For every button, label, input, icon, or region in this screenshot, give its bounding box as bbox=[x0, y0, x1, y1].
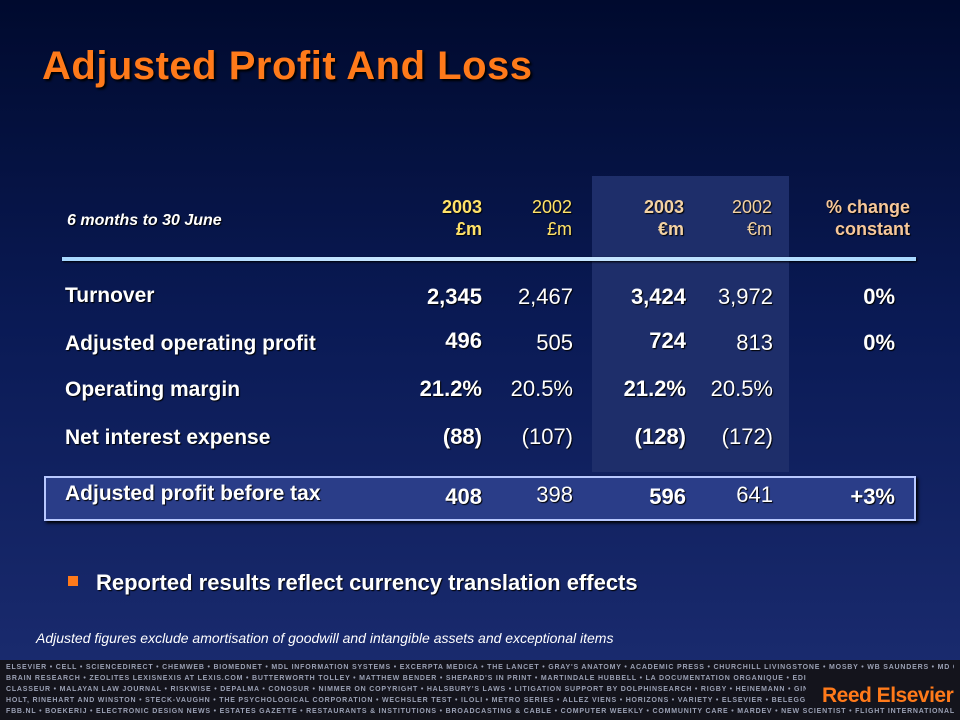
highlight-row bbox=[44, 476, 916, 521]
col-header-2002-eur: 2002 €m bbox=[690, 196, 772, 240]
col-header-unit: €m bbox=[657, 219, 684, 239]
cell-interest-2002-eur: (172) bbox=[721, 424, 773, 449]
cell-margin-2003-gbp: 21.2% bbox=[419, 376, 482, 401]
footer-line: HOLT, RINEHART AND WINSTON • STECK-VAUGH… bbox=[6, 697, 806, 704]
col-header-2003-gbp: 2003 £m bbox=[400, 196, 482, 240]
cell-pbt-2003-eur: 596 bbox=[649, 484, 686, 509]
cell-margin-2002-gbp: 20.5% bbox=[510, 376, 573, 401]
cell-turnover-2002-eur: 3,972 bbox=[717, 284, 773, 309]
slide-title: Adjusted Profit And Loss bbox=[42, 44, 533, 88]
col-header-year: 2002 bbox=[531, 197, 572, 217]
footer-line: ELSEVIER • CELL • SCIENCEDIRECT • CHEMWE… bbox=[6, 664, 954, 671]
col-header-2003-eur: 2003 €m bbox=[602, 196, 684, 240]
cell-interest-2003-gbp: (88) bbox=[442, 424, 482, 449]
cell-pbt-2002-gbp: 398 bbox=[536, 482, 573, 507]
col-header-sublabel: constant bbox=[834, 219, 910, 239]
cell-aop-2002-eur: 813 bbox=[736, 330, 773, 355]
square-bullet-icon bbox=[68, 576, 78, 587]
col-header-2002-gbp: 2002 £m bbox=[490, 196, 572, 240]
bullet-point: Reported results reflect currency transl… bbox=[68, 570, 638, 596]
cell-pbt-2002-eur: 641 bbox=[736, 482, 773, 507]
cell-margin-2002-eur: 20.5% bbox=[710, 376, 773, 401]
header-divider bbox=[62, 257, 916, 261]
footer-line: CLASSEUR • MALAYAN LAW JOURNAL • RISKWIS… bbox=[6, 686, 806, 693]
col-header-year: 2002 bbox=[731, 197, 772, 217]
cell-turnover-pct: 0% bbox=[863, 284, 895, 309]
cell-margin-2003-eur: 21.2% bbox=[623, 376, 686, 401]
row-label-turnover: Turnover bbox=[65, 284, 155, 307]
col-header-year: 2003 bbox=[643, 197, 684, 217]
cell-aop-pct: 0% bbox=[863, 330, 895, 355]
bullet-text: Reported results reflect currency transl… bbox=[96, 570, 638, 595]
footnote: Adjusted figures exclude amortisation of… bbox=[36, 630, 614, 646]
cell-turnover-2002-gbp: 2,467 bbox=[517, 284, 573, 309]
cell-pbt-pct: +3% bbox=[850, 484, 895, 509]
row-label-adjusted-profit-before-tax: Adjusted profit before tax bbox=[65, 482, 321, 505]
cell-aop-2003-eur: 724 bbox=[649, 328, 686, 353]
cell-aop-2003-gbp: 496 bbox=[445, 328, 482, 353]
footer-line: BRAIN RESEARCH • ZEOLITES LEXISNEXIS AT … bbox=[6, 675, 806, 682]
col-header-year: 2003 bbox=[441, 197, 482, 217]
col-header-unit: £m bbox=[546, 219, 572, 239]
col-header-unit: £m bbox=[455, 219, 482, 239]
row-label-operating-margin: Operating margin bbox=[65, 378, 241, 401]
row-label-adjusted-operating-profit: Adjusted operating profit bbox=[65, 332, 316, 355]
col-header-unit: €m bbox=[746, 219, 772, 239]
period-label: 6 months to 30 June bbox=[67, 212, 222, 229]
footer-brands-band bbox=[0, 660, 960, 720]
footer-line: FBB.NL • BOEKERIJ • ELECTRONIC DESIGN NE… bbox=[6, 708, 954, 715]
cell-interest-2003-eur: (128) bbox=[634, 424, 686, 449]
cell-turnover-2003-eur: 3,424 bbox=[630, 284, 686, 309]
row-label-net-interest-expense: Net interest expense bbox=[65, 426, 271, 449]
cell-aop-2002-gbp: 505 bbox=[536, 330, 573, 355]
cell-interest-2002-gbp: (107) bbox=[521, 424, 573, 449]
col-header-label: % change bbox=[825, 197, 910, 217]
reed-elsevier-logo: Reed Elsevier bbox=[822, 684, 954, 707]
col-header-pct-change: % change constant bbox=[780, 196, 910, 240]
euro-column-band bbox=[592, 176, 789, 472]
cell-turnover-2003-gbp: 2,345 bbox=[426, 284, 482, 309]
cell-pbt-2003-gbp: 408 bbox=[445, 484, 482, 509]
